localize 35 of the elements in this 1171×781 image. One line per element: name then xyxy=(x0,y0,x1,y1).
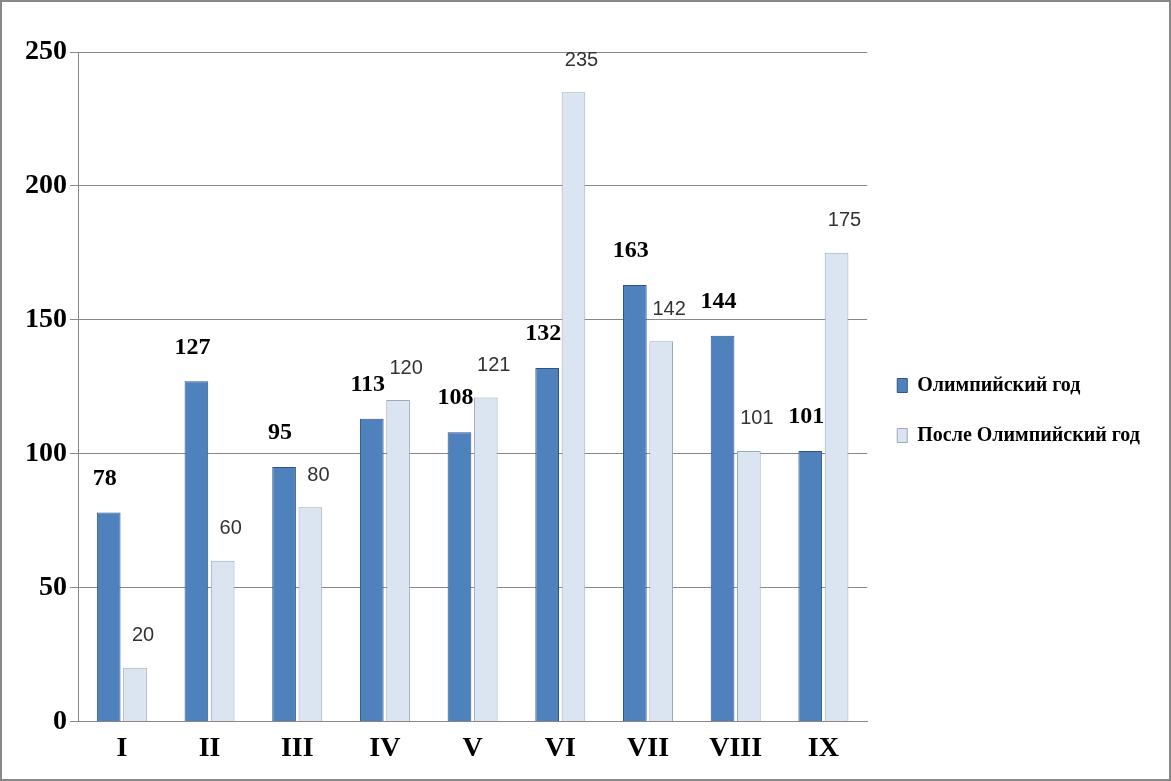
data-label: 144 xyxy=(700,287,737,314)
data-label: 78 xyxy=(92,463,117,490)
x-tick-label: II xyxy=(198,731,221,763)
x-tick-label: VIII xyxy=(709,731,763,763)
data-label: 101 xyxy=(788,402,825,429)
x-tick-label: VII xyxy=(627,731,670,763)
x-tick-label: V xyxy=(462,731,483,763)
y-tick-label: 250 xyxy=(25,34,67,66)
data-label: 80 xyxy=(307,462,330,485)
data-label: 113 xyxy=(350,370,386,397)
x-tick-label: IX xyxy=(807,731,839,763)
legend-label: Олимпийский год xyxy=(917,372,1081,395)
data-label: 121 xyxy=(477,352,511,375)
data-label: 95 xyxy=(268,418,293,445)
data-label: 132 xyxy=(525,319,562,346)
data-label: 175 xyxy=(827,208,862,231)
data-label: 20 xyxy=(131,623,155,646)
y-tick-label: 0 xyxy=(53,703,67,735)
x-tick-label: IV xyxy=(369,731,401,763)
y-tick-label: 200 xyxy=(25,168,67,200)
data-label: 108 xyxy=(437,383,474,410)
legend-label: После Олимпийский год xyxy=(917,422,1140,445)
data-label: 163 xyxy=(612,236,649,263)
x-tick-label: I xyxy=(116,731,128,763)
y-tick-label: 50 xyxy=(39,569,67,601)
data-label: 235 xyxy=(564,47,599,70)
data-label: 127 xyxy=(174,332,211,359)
y-tick-label: 100 xyxy=(25,435,67,467)
data-label: 101 xyxy=(740,406,774,429)
data-label: 142 xyxy=(652,296,686,319)
x-tick-label: III xyxy=(280,731,314,763)
y-tick-label: 150 xyxy=(25,301,67,333)
data-label: 60 xyxy=(219,516,242,539)
data-label: 120 xyxy=(389,355,423,378)
x-tick-label: VI xyxy=(544,731,576,763)
